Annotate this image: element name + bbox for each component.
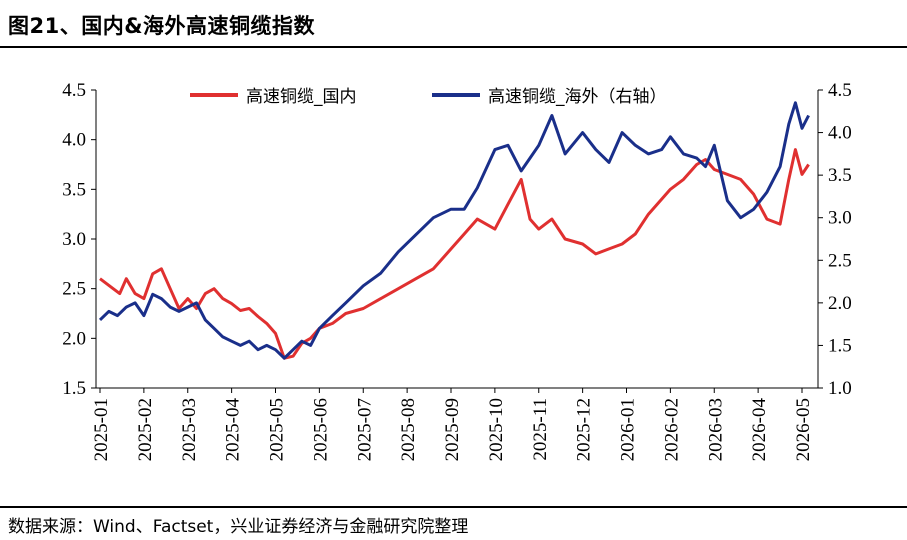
y-left-tick-label: 2.0 <box>62 328 86 349</box>
x-tick-label: 2025-11 <box>530 398 551 461</box>
x-tick-label: 2025-05 <box>267 398 288 461</box>
x-tick-label: 2026-04 <box>749 398 770 462</box>
y-right-tick-label: 4.5 <box>828 80 852 101</box>
x-tick-label: 2025-01 <box>91 398 112 461</box>
y-right-tick-label: 1.0 <box>828 378 852 399</box>
footer-divider <box>0 506 907 508</box>
y-right-tick-label: 1.5 <box>828 335 852 356</box>
x-tick-label: 2026-01 <box>618 398 639 461</box>
series-line-domestic <box>99 148 810 360</box>
y-left-tick-label: 4.5 <box>62 80 86 101</box>
y-left-tick-label: 4.0 <box>62 130 86 151</box>
y-right-tick-label: 2.0 <box>828 293 852 314</box>
y-right-tick-label: 2.5 <box>828 250 852 271</box>
x-tick-label: 2025-02 <box>135 398 156 461</box>
x-tick-label: 2025-03 <box>179 398 200 461</box>
y-right-tick-label: 3.5 <box>828 165 852 186</box>
series-lines <box>98 101 810 360</box>
y-left-tick-label: 3.5 <box>62 179 86 200</box>
title-divider <box>0 46 907 48</box>
axes: 1.5 2.0 2.5 3.0 3.5 4.0 4.5 1.0 1.5 2.0 2.5 3.0 3.5 4… <box>62 80 852 461</box>
y-left-tick-label: 1.5 <box>62 378 86 399</box>
x-tick-label: 2026-05 <box>793 398 814 461</box>
x-tick-label: 2025-06 <box>310 398 331 461</box>
legend-label-domestic: 高速铜缆_国内 <box>246 87 357 107</box>
x-tick-label: 2025-10 <box>486 398 507 461</box>
legend: 高速铜缆_国内 高速铜缆_海外（右轴） <box>190 87 667 107</box>
chart-svg: 高速铜缆_国内 高速铜缆_海外（右轴） 1.5 2.0 2.5 3.0 3.5 4.0 4.… <box>62 80 852 461</box>
x-tick-label: 2026-02 <box>661 398 682 461</box>
y-right-tick-label: 4.0 <box>828 123 852 144</box>
x-tick-label: 2025-08 <box>398 398 419 461</box>
x-tick-label: 2026-03 <box>705 398 726 461</box>
y-left-tick-label: 3.0 <box>62 229 86 250</box>
y-right-tick-label: 3.0 <box>828 208 852 229</box>
chart-title: 图21、国内&海外高速铜缆指数 <box>8 14 316 38</box>
x-tick-label: 2025-12 <box>574 398 595 461</box>
source-note: 数据来源：Wind、Factset，兴业证券经济与金融研究院整理 <box>8 517 469 537</box>
x-tick-label: 2025-09 <box>442 398 463 461</box>
y-left-tick-label: 2.5 <box>62 279 86 300</box>
x-tick-label: 2025-07 <box>354 398 375 461</box>
legend-label-overseas: 高速铜缆_海外（右轴） <box>488 87 667 107</box>
x-tick-label: 2025-04 <box>223 398 244 462</box>
series-line-overseas <box>98 101 810 360</box>
